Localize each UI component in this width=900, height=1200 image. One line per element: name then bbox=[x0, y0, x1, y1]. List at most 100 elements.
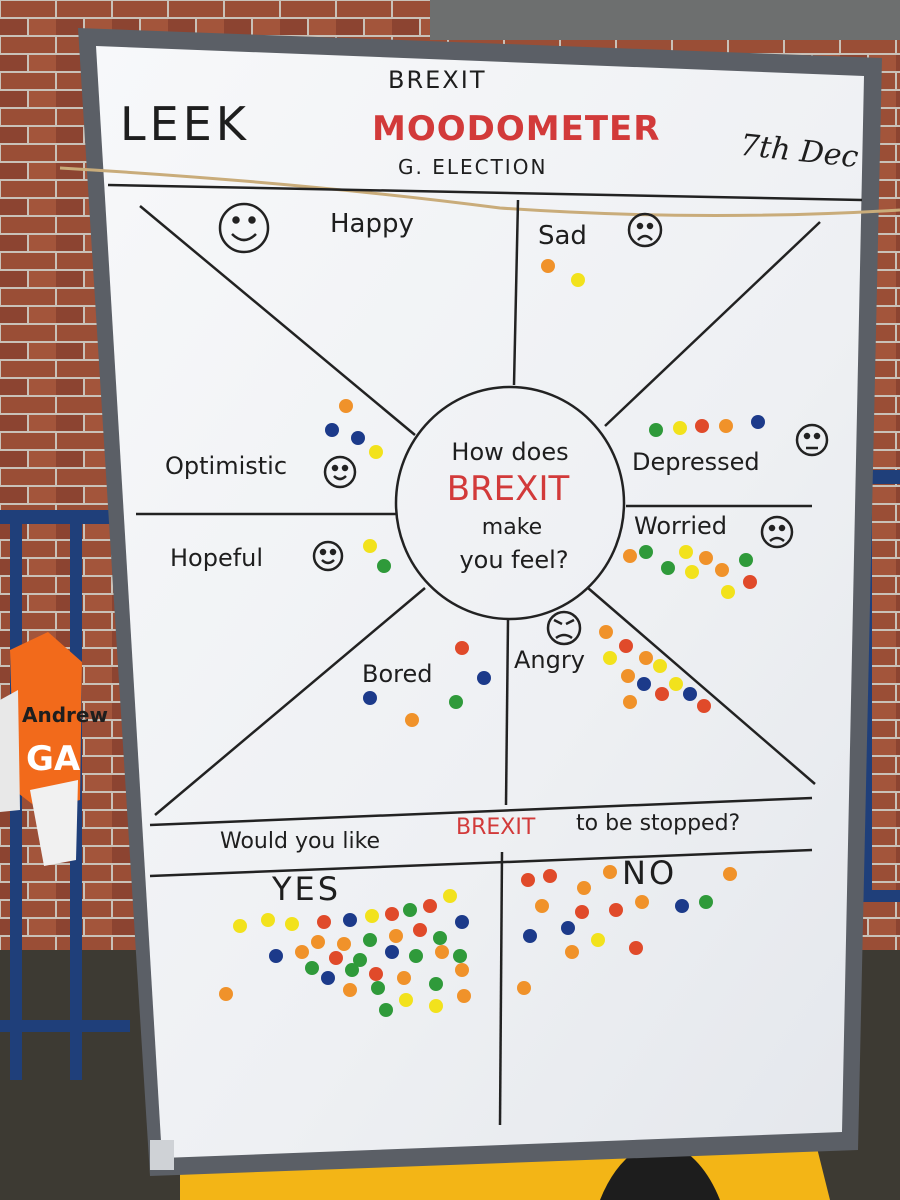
title-brexit: BREXIT bbox=[388, 66, 486, 94]
sticker-dot-yes bbox=[423, 899, 437, 913]
sticker-dot-yes bbox=[443, 889, 457, 903]
center-line-4: you feel? bbox=[459, 546, 568, 574]
sticker-dot-yes bbox=[403, 903, 417, 917]
label-sad: Sad bbox=[538, 221, 587, 251]
sticker-dot-sad bbox=[571, 273, 585, 287]
sticker-dot-worried bbox=[743, 575, 757, 589]
sticker-dot-angry bbox=[603, 651, 617, 665]
label-depressed: Depressed bbox=[632, 448, 760, 476]
center-line-2: BREXIT bbox=[447, 469, 570, 509]
sticker-dot-bored bbox=[363, 691, 377, 705]
bird-logo-icon bbox=[600, 1140, 720, 1200]
sticker-dot-hopeful bbox=[363, 539, 377, 553]
sticker-dot-no bbox=[561, 921, 575, 935]
sticker-dot-yes bbox=[455, 963, 469, 977]
label-angry: Angry bbox=[514, 646, 585, 674]
sticker-dot-optimistic bbox=[369, 445, 383, 459]
sticker-dot-angry bbox=[653, 659, 667, 673]
sticker-dot-worried bbox=[739, 553, 753, 567]
center-line-1: How does bbox=[451, 438, 568, 466]
label-no: NO bbox=[622, 854, 677, 892]
sticker-dot-yes bbox=[371, 981, 385, 995]
sticker-dot-yes bbox=[455, 915, 469, 929]
twine-string bbox=[59, 166, 900, 218]
sticker-dot-yes bbox=[353, 953, 367, 967]
sticker-dot-yes bbox=[233, 919, 247, 933]
question-part-1: Would you like bbox=[220, 829, 380, 854]
sad-face-icon bbox=[627, 212, 663, 248]
sticker-dot-yes bbox=[219, 987, 233, 1001]
sticker-dot-worried bbox=[715, 563, 729, 577]
sticker-dot-no bbox=[543, 869, 557, 883]
sticker-dot-angry bbox=[619, 639, 633, 653]
sticker-dot-yes bbox=[269, 949, 283, 963]
sticker-dot-no bbox=[521, 873, 535, 887]
label-hopeful: Hopeful bbox=[170, 544, 263, 572]
optimistic-face-icon bbox=[323, 455, 357, 489]
sticker-dot-worried bbox=[685, 565, 699, 579]
sticker-dot-worried bbox=[661, 561, 675, 575]
sign-text-2: GA bbox=[26, 739, 81, 779]
happy-face-icon bbox=[218, 202, 270, 254]
sticker-dot-no bbox=[675, 899, 689, 913]
sticker-dot-yes bbox=[343, 983, 357, 997]
sticker-dot-optimistic bbox=[339, 399, 353, 413]
center-line-3: make bbox=[482, 515, 542, 540]
sticker-dot-yes bbox=[409, 949, 423, 963]
sticker-dot-angry bbox=[683, 687, 697, 701]
sticker-dot-worried bbox=[699, 551, 713, 565]
sticker-dot-yes bbox=[369, 967, 383, 981]
sticker-dot-yes bbox=[311, 935, 325, 949]
worried-face-icon bbox=[760, 515, 794, 549]
sticker-dot-yes bbox=[285, 917, 299, 931]
label-worried: Worried bbox=[634, 512, 727, 540]
sticker-dot-no bbox=[575, 905, 589, 919]
voting-dots bbox=[219, 259, 765, 1017]
sticker-dot-yes bbox=[329, 951, 343, 965]
sticker-dot-yes bbox=[337, 937, 351, 951]
sticker-dot-worried bbox=[623, 549, 637, 563]
board-lines bbox=[107, 183, 863, 1126]
sticker-dot-yes bbox=[399, 993, 413, 1007]
sticker-dot-angry bbox=[621, 669, 635, 683]
sticker-dot-yes bbox=[435, 945, 449, 959]
sign-text-1: Andrew bbox=[22, 703, 108, 727]
sticker-dot-angry bbox=[697, 699, 711, 713]
sticker-dot-depressed bbox=[719, 419, 733, 433]
angry-face-icon bbox=[546, 610, 582, 646]
sticker-dot-yes bbox=[457, 989, 471, 1003]
face-icons bbox=[218, 202, 829, 646]
sticker-dot-yes bbox=[305, 961, 319, 975]
sticker-dot-no bbox=[635, 895, 649, 909]
sticker-dot-bored bbox=[405, 713, 419, 727]
stop-question: Would you like BREXIT to be stopped? YES… bbox=[220, 811, 740, 908]
sticker-dot-yes bbox=[365, 909, 379, 923]
sticker-dot-depressed bbox=[751, 415, 765, 429]
sticker-dot-yes bbox=[261, 913, 275, 927]
sticker-dot-yes bbox=[429, 977, 443, 991]
sticker-dot-angry bbox=[639, 651, 653, 665]
center-question: How does BREXIT make you feel? bbox=[447, 438, 570, 574]
sticker-dot-yes bbox=[413, 923, 427, 937]
sticker-dot-no bbox=[591, 933, 605, 947]
sticker-dot-depressed bbox=[695, 419, 709, 433]
sticker-dot-worried bbox=[679, 545, 693, 559]
sticker-dot-yes bbox=[433, 931, 447, 945]
sticker-dot-no bbox=[577, 881, 591, 895]
sticker-dot-yes bbox=[317, 915, 331, 929]
sticker-dot-no bbox=[517, 981, 531, 995]
sticker-dot-bored bbox=[449, 695, 463, 709]
whiteboard bbox=[78, 28, 882, 1176]
window-sill bbox=[430, 0, 900, 40]
depressed-face-icon bbox=[795, 423, 829, 457]
sticker-dot-hopeful bbox=[377, 559, 391, 573]
sticker-dot-yes bbox=[453, 949, 467, 963]
sticker-dot-yes bbox=[379, 1003, 393, 1017]
sticker-dot-no bbox=[629, 941, 643, 955]
sticker-dot-yes bbox=[385, 907, 399, 921]
sticker-dot-worried bbox=[639, 545, 653, 559]
sticker-dot-no bbox=[603, 865, 617, 879]
sticker-dot-depressed bbox=[649, 423, 663, 437]
sticker-dot-bored bbox=[455, 641, 469, 655]
